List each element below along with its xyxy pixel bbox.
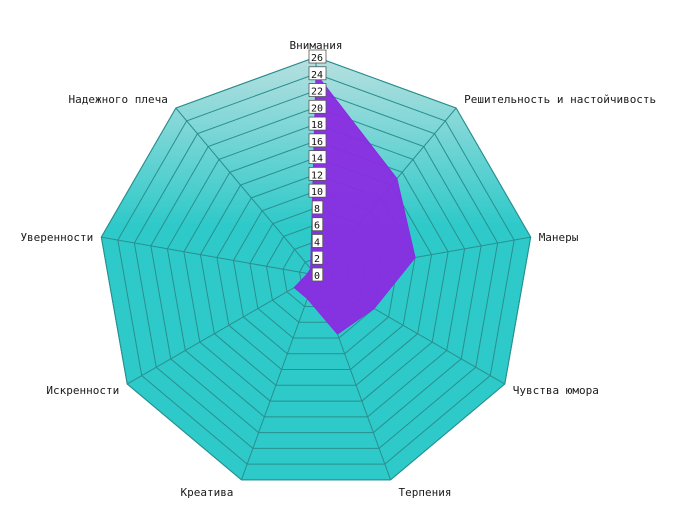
tick-label-20: 20 xyxy=(311,103,323,114)
axis-label-4: Терпения xyxy=(399,486,452,499)
tick-box-12 xyxy=(308,166,327,181)
tick-box-14 xyxy=(308,150,327,165)
tick-box-20 xyxy=(308,99,327,114)
grid-ring-22 xyxy=(133,90,499,449)
tick-box-4 xyxy=(311,234,324,248)
axis-label-8: Надежного плеча xyxy=(69,93,168,106)
tick-box-16 xyxy=(308,133,327,148)
tick-label-2: 2 xyxy=(314,254,320,265)
tick-label-22: 22 xyxy=(311,87,323,98)
spoke-6 xyxy=(126,274,317,385)
tick-label-16: 16 xyxy=(311,137,323,148)
tick-box-22 xyxy=(308,83,327,97)
tick-label-10: 10 xyxy=(311,187,323,198)
tick-box-2 xyxy=(311,250,324,265)
tick-label-14: 14 xyxy=(311,154,323,165)
spoke-8 xyxy=(175,107,317,276)
axis-label-3: Чувства юмора xyxy=(513,384,599,397)
grid-ring-20 xyxy=(150,106,482,434)
axis-label-2: Манеры xyxy=(539,231,579,244)
tick-box-24 xyxy=(308,66,327,81)
grid-ring-26 xyxy=(100,56,532,481)
spoke-7 xyxy=(101,236,317,276)
grid-ring-24 xyxy=(117,73,515,465)
axis-label-5: Креатива xyxy=(180,486,233,499)
axis-label-6: Искренности xyxy=(46,384,119,397)
axis-label-1: Решительность и настойчивость xyxy=(464,93,656,106)
axis-label-7: Уверенности xyxy=(20,231,93,244)
tick-box-6 xyxy=(311,217,324,232)
tick-label-6: 6 xyxy=(314,221,320,232)
tick-label-18: 18 xyxy=(311,120,323,131)
tick-box-10 xyxy=(308,183,327,198)
tick-label-4: 4 xyxy=(314,237,320,248)
tick-label-8: 8 xyxy=(314,204,320,215)
grid-ring-18 xyxy=(166,123,466,418)
tick-box-8 xyxy=(311,200,324,215)
tick-label-26: 26 xyxy=(311,53,323,64)
tick-label-12: 12 xyxy=(311,170,323,181)
tick-box-0 xyxy=(311,267,324,282)
tick-box-18 xyxy=(308,116,327,131)
axis-label-0: Внимания xyxy=(290,39,343,52)
grid-ring-16 xyxy=(183,140,449,402)
tick-label-0: 0 xyxy=(314,271,320,282)
tick-label-24: 24 xyxy=(311,70,323,81)
spoke-5 xyxy=(240,274,317,481)
grid-ring-14 xyxy=(199,157,433,386)
tick-box-26 xyxy=(308,49,327,64)
